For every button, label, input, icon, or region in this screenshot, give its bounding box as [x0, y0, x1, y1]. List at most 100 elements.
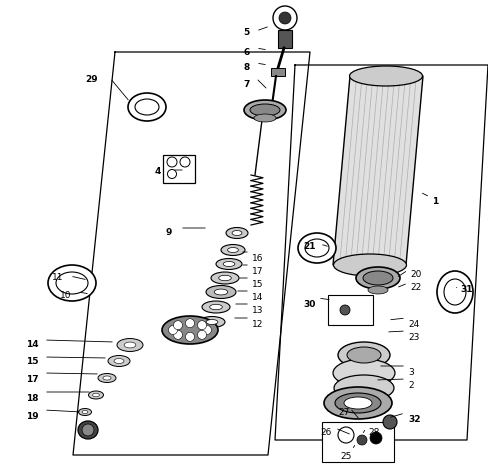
Circle shape — [167, 157, 177, 167]
Ellipse shape — [232, 230, 242, 236]
Circle shape — [185, 319, 195, 328]
Ellipse shape — [333, 254, 407, 276]
Circle shape — [357, 435, 367, 445]
Text: 2: 2 — [408, 381, 414, 390]
Ellipse shape — [103, 376, 111, 380]
Ellipse shape — [56, 272, 88, 294]
Text: 11: 11 — [52, 273, 63, 282]
Bar — [271, 68, 285, 76]
Text: 30: 30 — [303, 300, 315, 309]
Circle shape — [338, 427, 354, 443]
Ellipse shape — [363, 271, 393, 285]
Ellipse shape — [124, 342, 136, 348]
Ellipse shape — [333, 359, 395, 387]
Ellipse shape — [114, 359, 124, 363]
Circle shape — [203, 325, 211, 334]
Ellipse shape — [324, 387, 392, 419]
Text: 19: 19 — [26, 412, 39, 421]
Ellipse shape — [244, 100, 286, 120]
Ellipse shape — [334, 375, 394, 401]
FancyBboxPatch shape — [322, 422, 394, 462]
Text: 21: 21 — [303, 242, 316, 251]
Text: 22: 22 — [410, 283, 421, 292]
Ellipse shape — [82, 410, 88, 414]
Text: 23: 23 — [408, 333, 419, 342]
Text: 3: 3 — [408, 368, 414, 377]
Ellipse shape — [78, 421, 98, 439]
Bar — [278, 30, 292, 48]
Circle shape — [383, 415, 397, 429]
Ellipse shape — [223, 262, 235, 266]
Circle shape — [168, 325, 178, 334]
Ellipse shape — [128, 93, 166, 121]
Ellipse shape — [349, 66, 423, 86]
Ellipse shape — [117, 339, 143, 352]
Ellipse shape — [305, 239, 329, 257]
Text: 8: 8 — [243, 63, 249, 72]
Text: 16: 16 — [252, 254, 264, 263]
Text: 5: 5 — [243, 28, 249, 37]
Circle shape — [185, 332, 195, 342]
Ellipse shape — [338, 342, 390, 368]
Text: 13: 13 — [252, 306, 264, 315]
Text: 17: 17 — [252, 267, 264, 276]
Text: 4: 4 — [155, 167, 162, 176]
Circle shape — [198, 330, 206, 339]
Polygon shape — [333, 76, 423, 265]
Text: 6: 6 — [243, 48, 249, 57]
Ellipse shape — [250, 104, 280, 116]
Ellipse shape — [108, 355, 130, 367]
Text: 24: 24 — [408, 320, 419, 329]
Ellipse shape — [444, 279, 466, 305]
Circle shape — [82, 424, 94, 436]
Ellipse shape — [298, 233, 336, 263]
Text: 14: 14 — [26, 340, 39, 349]
Ellipse shape — [437, 271, 473, 313]
Circle shape — [167, 170, 177, 179]
Text: 26: 26 — [320, 428, 331, 437]
Text: 10: 10 — [60, 291, 72, 300]
Circle shape — [173, 330, 183, 339]
Ellipse shape — [162, 316, 218, 344]
Ellipse shape — [48, 265, 96, 301]
Text: 25: 25 — [340, 452, 351, 461]
Text: 12: 12 — [252, 320, 264, 329]
Text: 27: 27 — [338, 408, 349, 417]
Text: 9: 9 — [165, 228, 171, 237]
Text: 17: 17 — [26, 375, 39, 384]
Circle shape — [370, 432, 382, 444]
Ellipse shape — [368, 286, 388, 294]
Ellipse shape — [226, 228, 248, 238]
Ellipse shape — [211, 272, 239, 284]
Ellipse shape — [98, 373, 116, 382]
Ellipse shape — [335, 393, 381, 413]
FancyBboxPatch shape — [163, 155, 195, 183]
Text: 14: 14 — [252, 293, 264, 302]
Text: 31: 31 — [460, 285, 472, 294]
Ellipse shape — [356, 267, 400, 289]
Text: 1: 1 — [432, 197, 438, 206]
Ellipse shape — [199, 316, 225, 327]
Text: 20: 20 — [410, 270, 421, 279]
Text: 28: 28 — [368, 428, 379, 437]
Ellipse shape — [135, 99, 159, 115]
Ellipse shape — [214, 289, 228, 295]
Ellipse shape — [206, 285, 236, 298]
Circle shape — [340, 305, 350, 315]
Text: 29: 29 — [85, 75, 98, 84]
Ellipse shape — [347, 347, 381, 363]
Text: 18: 18 — [26, 394, 39, 403]
FancyBboxPatch shape — [328, 295, 373, 325]
Ellipse shape — [344, 397, 372, 409]
Circle shape — [198, 321, 206, 330]
Ellipse shape — [227, 247, 239, 253]
Ellipse shape — [206, 320, 218, 324]
Text: 7: 7 — [243, 80, 249, 89]
Circle shape — [173, 321, 183, 330]
Circle shape — [279, 12, 291, 24]
Ellipse shape — [88, 391, 103, 399]
Circle shape — [180, 157, 190, 167]
Ellipse shape — [219, 276, 231, 281]
Ellipse shape — [254, 114, 276, 122]
Ellipse shape — [93, 393, 100, 397]
